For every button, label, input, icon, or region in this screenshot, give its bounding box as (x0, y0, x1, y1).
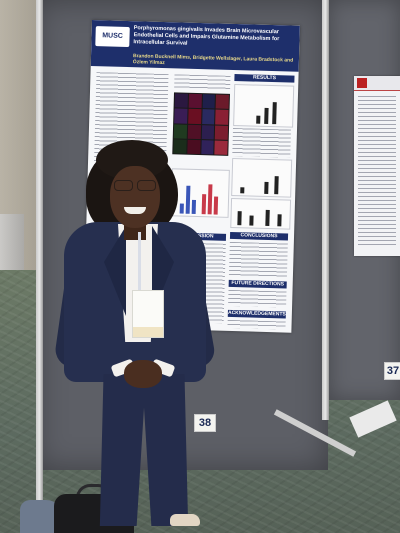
acknowledgements-heading: ACKNOWLEDGEMENTS (227, 309, 286, 319)
results-figure-chart-1 (233, 83, 295, 128)
booth-number-37: 37 (384, 362, 400, 380)
results-text-1 (232, 127, 292, 158)
results-heading: RESULTS (234, 74, 295, 83)
acknowledgements-text (227, 319, 286, 330)
smile (124, 207, 146, 214)
lanyard (138, 232, 141, 294)
shoe (170, 514, 200, 526)
face (110, 166, 160, 228)
booth-number-38: 38 (194, 414, 216, 432)
results-figure-chart-3 (230, 197, 292, 230)
adjacent-poster-text (358, 96, 396, 246)
poster-header: MUSC Porphyromonas gingivalis Invades Br… (90, 20, 300, 72)
results-figure-chart-2 (231, 157, 293, 198)
conclusions-heading: CONCLUSIONS (229, 231, 289, 241)
board-pole-middle (322, 0, 329, 420)
figure-caption-1 (174, 74, 231, 90)
conclusions-text (228, 241, 288, 278)
eyeglasses (112, 180, 158, 192)
adjacent-poster (354, 76, 400, 256)
name-badge (132, 290, 164, 338)
future-directions-text (228, 289, 287, 308)
poster-title: Porphyromonas gingivalis Invades Brain M… (133, 25, 280, 47)
adjacent-logo (357, 78, 367, 88)
poster-authors: Brandon Bucknell Mims, Bridgette Wellsla… (132, 53, 294, 67)
bar-chart-figure (170, 168, 230, 218)
clasped-hands (124, 360, 162, 388)
board-pole-left (36, 0, 43, 500)
adjacent-poster-header (354, 76, 400, 91)
microscopy-image-grid (172, 92, 230, 156)
background-chair (0, 214, 24, 274)
university-logo: MUSC (95, 26, 130, 48)
future-directions-heading: FUTURE DIRECTIONS (228, 279, 287, 289)
